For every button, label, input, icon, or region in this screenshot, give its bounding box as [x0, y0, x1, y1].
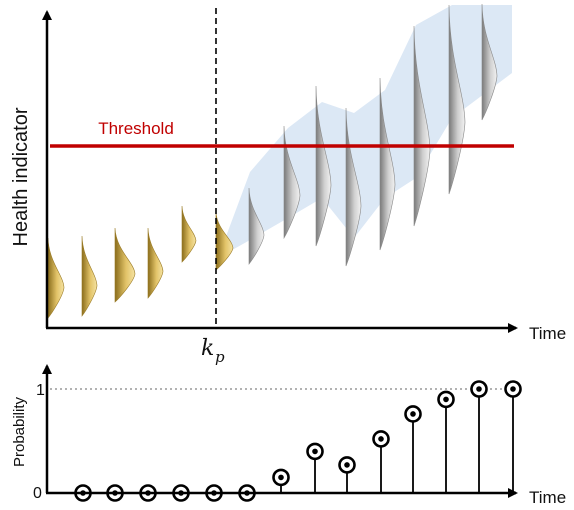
probability-chart: Probability 1 0 Time	[11, 364, 566, 507]
prob-x-axis-label: Time	[529, 488, 566, 507]
probability-marker-12	[437, 390, 455, 409]
prob-tick-one: 1	[36, 382, 45, 399]
threshold-label: Threshold	[98, 119, 174, 138]
past-distribution-4	[147, 227, 164, 299]
x-axis-label: Time	[529, 324, 566, 343]
predicted-distribution-6	[413, 25, 431, 227]
prediction-point-label: k p	[201, 336, 225, 366]
probability-marker-14	[504, 380, 522, 398]
probability-marker-7	[272, 468, 290, 487]
kp-subscript: p	[215, 348, 225, 366]
uncertainty-band	[218, 5, 512, 258]
probability-marker-9	[338, 456, 356, 474]
predicted-distribution-3	[315, 85, 332, 247]
past-distributions	[47, 205, 234, 319]
probability-marker-11	[404, 405, 422, 423]
predicted-distribution-8	[481, 3, 498, 121]
probability-stems	[74, 380, 522, 502]
past-distribution-6	[215, 211, 234, 271]
probability-marker-8	[306, 442, 324, 461]
predicted-distribution-5	[379, 77, 396, 251]
past-distribution-5	[181, 205, 197, 263]
probability-marker-10	[372, 430, 390, 448]
kp-main: k	[201, 336, 214, 361]
predicted-distribution-1	[248, 187, 265, 265]
prob-tick-zero: 0	[33, 485, 42, 502]
health-indicator-chart: Threshold Health indicator Time k p	[10, 3, 566, 366]
past-distribution-2	[81, 235, 98, 317]
prob-y-axis-label: Probability	[11, 396, 28, 467]
past-distribution-1	[47, 237, 65, 319]
past-distribution-3	[114, 227, 136, 303]
predicted-distribution-2	[283, 125, 301, 240]
y-axis-label: Health indicator	[10, 107, 32, 246]
probability-marker-13	[470, 380, 488, 398]
